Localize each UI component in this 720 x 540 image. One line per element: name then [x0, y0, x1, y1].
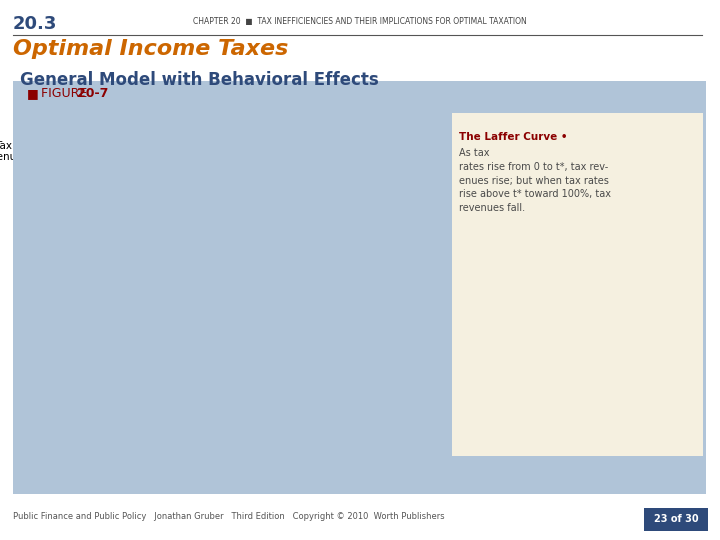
Text: ■: ■	[27, 87, 39, 100]
Text: "Correct
side": "Correct side"	[91, 206, 134, 228]
Y-axis label: Tax
revenues: Tax revenues	[0, 141, 28, 163]
Text: General Model with Behavioral Effects: General Model with Behavioral Effects	[20, 71, 379, 89]
Text: 20.3: 20.3	[13, 15, 58, 33]
Text: Tax rate: Tax rate	[439, 451, 480, 461]
Text: FIGURE: FIGURE	[37, 87, 91, 100]
Text: 20-7: 20-7	[77, 87, 109, 100]
Text: As tax
rates rise from 0 to t*, tax rev-
enues rise; but when tax rates
rise abo: As tax rates rise from 0 to t*, tax rev-…	[459, 148, 611, 213]
Text: CHAPTER 20  ■  TAX INEFFICIENCIES AND THEIR IMPLICATIONS FOR OPTIMAL TAXATION: CHAPTER 20 ■ TAX INEFFICIENCIES AND THEI…	[193, 17, 527, 26]
Text: The Laffer Curve •: The Laffer Curve •	[459, 132, 572, 143]
Text: "Wrong
side": "Wrong side"	[228, 206, 267, 228]
Text: Public Finance and Public Policy   Jonathan Gruber   Third Edition   Copyright ©: Public Finance and Public Policy Jonatha…	[13, 512, 444, 521]
Text: 23 of 30: 23 of 30	[654, 515, 698, 524]
Text: Optimal Income Taxes: Optimal Income Taxes	[13, 39, 288, 59]
